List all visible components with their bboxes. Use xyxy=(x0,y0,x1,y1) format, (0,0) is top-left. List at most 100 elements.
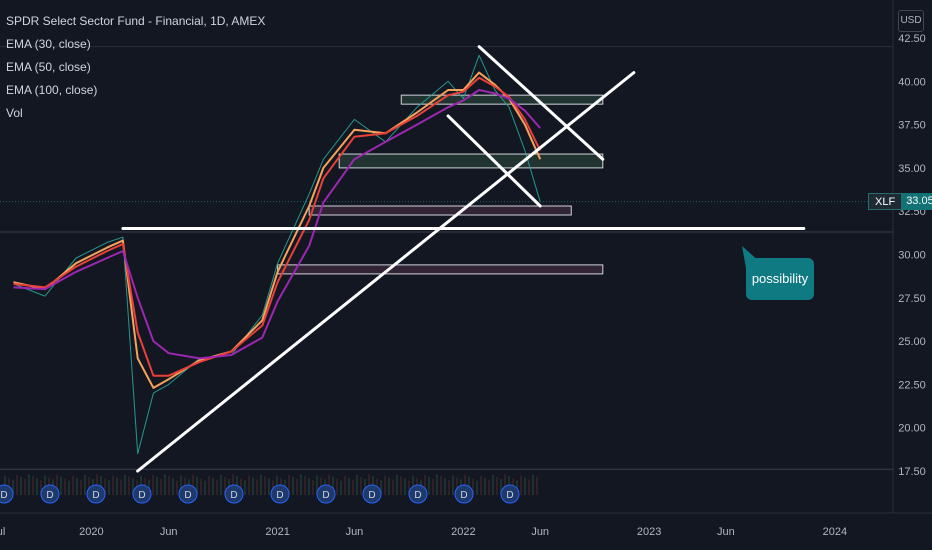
y-tick-label-0: 42.50 xyxy=(898,33,926,45)
volume-bar xyxy=(200,478,202,495)
volume-bar xyxy=(176,480,178,495)
currency-button[interactable]: USD xyxy=(898,10,924,32)
volume-bar xyxy=(76,477,78,495)
dividend-marker-label-8: D xyxy=(368,490,375,501)
volume-bar xyxy=(208,475,210,495)
volume-bar xyxy=(528,479,530,495)
volume-bar xyxy=(28,474,30,495)
volume-bar xyxy=(384,475,386,495)
volume-bar xyxy=(120,479,122,495)
volume-bar xyxy=(316,475,318,495)
y-tick-label-7: 25.00 xyxy=(898,336,926,348)
y-tick-label-9: 20.00 xyxy=(898,423,926,435)
volume-bar xyxy=(524,477,526,495)
legend-title[interactable]: SPDR Select Sector Fund - Financial, 1D,… xyxy=(6,14,266,28)
legend-ema30[interactable]: EMA (30, close) xyxy=(6,37,91,51)
price-tag: XLF 33.05 xyxy=(868,193,932,210)
volume-bar xyxy=(308,478,310,495)
legend-ema100[interactable]: EMA (100, close) xyxy=(6,83,98,97)
volume-bar xyxy=(348,477,350,495)
dividend-marker-label-4: D xyxy=(184,490,191,501)
volume-bar xyxy=(536,476,538,495)
x-tick-label-8: Jun xyxy=(717,526,735,538)
dividend-marker-6 xyxy=(270,484,290,504)
volume-bar xyxy=(504,474,506,495)
volume-bar xyxy=(400,476,402,495)
x-tick-label-7: 2023 xyxy=(637,526,661,538)
volume-bar xyxy=(412,475,414,495)
volume-bar xyxy=(292,477,294,495)
x-tick-label-6: Jun xyxy=(531,526,549,538)
volume-bar xyxy=(112,475,114,495)
y-tick-label-10: 17.50 xyxy=(898,466,926,478)
dividend-marker-9 xyxy=(408,484,428,504)
series-2 xyxy=(13,76,542,377)
zone-box-1 xyxy=(338,153,604,169)
volume-bar xyxy=(172,478,174,495)
volume-bar xyxy=(100,476,102,495)
annotation-callout[interactable]: possibility xyxy=(746,258,814,300)
volume-bar xyxy=(344,475,346,495)
volume-bar xyxy=(288,475,290,495)
y-tick-label-8: 22.50 xyxy=(898,379,926,391)
volume-bar xyxy=(436,474,438,495)
volume-bar xyxy=(216,479,218,495)
volume-bar xyxy=(16,475,18,495)
volume-bar xyxy=(424,475,426,495)
volume-bar xyxy=(484,477,486,495)
volume-bar xyxy=(440,476,442,495)
x-tick-label-3: 2021 xyxy=(265,526,289,538)
volume-bar xyxy=(300,474,302,495)
volume-bar xyxy=(352,479,354,495)
volume-bar xyxy=(340,480,342,495)
volume-bar xyxy=(80,479,82,495)
volume-bar xyxy=(476,480,478,495)
y-tick-label-1: 40.00 xyxy=(898,76,926,88)
volume-bar xyxy=(428,477,430,495)
volume-bar xyxy=(356,475,358,495)
volume-bar xyxy=(444,478,446,495)
dividend-marker-5 xyxy=(224,484,244,504)
volume-bar xyxy=(192,474,194,495)
volume-bar xyxy=(448,480,450,495)
legend-ema50[interactable]: EMA (50, close) xyxy=(6,60,91,74)
volume-bar xyxy=(332,476,334,495)
y-tick-label-3: 35.00 xyxy=(898,163,926,175)
volume-bar xyxy=(72,475,74,495)
volume-bar xyxy=(104,478,106,495)
volume-bar xyxy=(396,474,398,495)
dividend-marker-label-6: D xyxy=(276,490,283,501)
x-tick-label-9: 2024 xyxy=(823,526,847,538)
volume-bar xyxy=(388,477,390,495)
zone-box-3 xyxy=(277,264,604,275)
volume-bar xyxy=(492,475,494,495)
volume-bar xyxy=(60,476,62,495)
trend-line-0 xyxy=(136,71,636,473)
volume-bar xyxy=(124,474,126,495)
volume-bar xyxy=(468,476,470,495)
dividend-marker-label-2: D xyxy=(92,490,99,501)
volume-bar xyxy=(408,480,410,495)
volume-bar xyxy=(520,475,522,495)
volume-bar xyxy=(12,479,14,495)
x-tick-label-5: 2022 xyxy=(451,526,475,538)
volume-bar xyxy=(220,475,222,495)
volume-bar xyxy=(212,477,214,495)
dividend-marker-10 xyxy=(454,484,474,504)
dividend-marker-7 xyxy=(316,484,336,504)
volume-bar xyxy=(472,478,474,495)
volume-bar xyxy=(64,478,66,495)
dividend-marker-label-3: D xyxy=(138,490,145,501)
dividend-marker-1 xyxy=(40,484,60,504)
legend-vol[interactable]: Vol xyxy=(6,106,23,120)
price-tag-value: 33.05 xyxy=(902,193,932,210)
volume-bar xyxy=(160,479,162,495)
dividend-marker-3 xyxy=(132,484,152,504)
price-tag-symbol: XLF xyxy=(868,193,903,210)
volume-bar xyxy=(256,479,258,495)
volume-bar xyxy=(44,475,46,495)
dividend-marker-8 xyxy=(362,484,382,504)
volume-bar xyxy=(260,474,262,495)
volume-bar xyxy=(368,474,370,495)
